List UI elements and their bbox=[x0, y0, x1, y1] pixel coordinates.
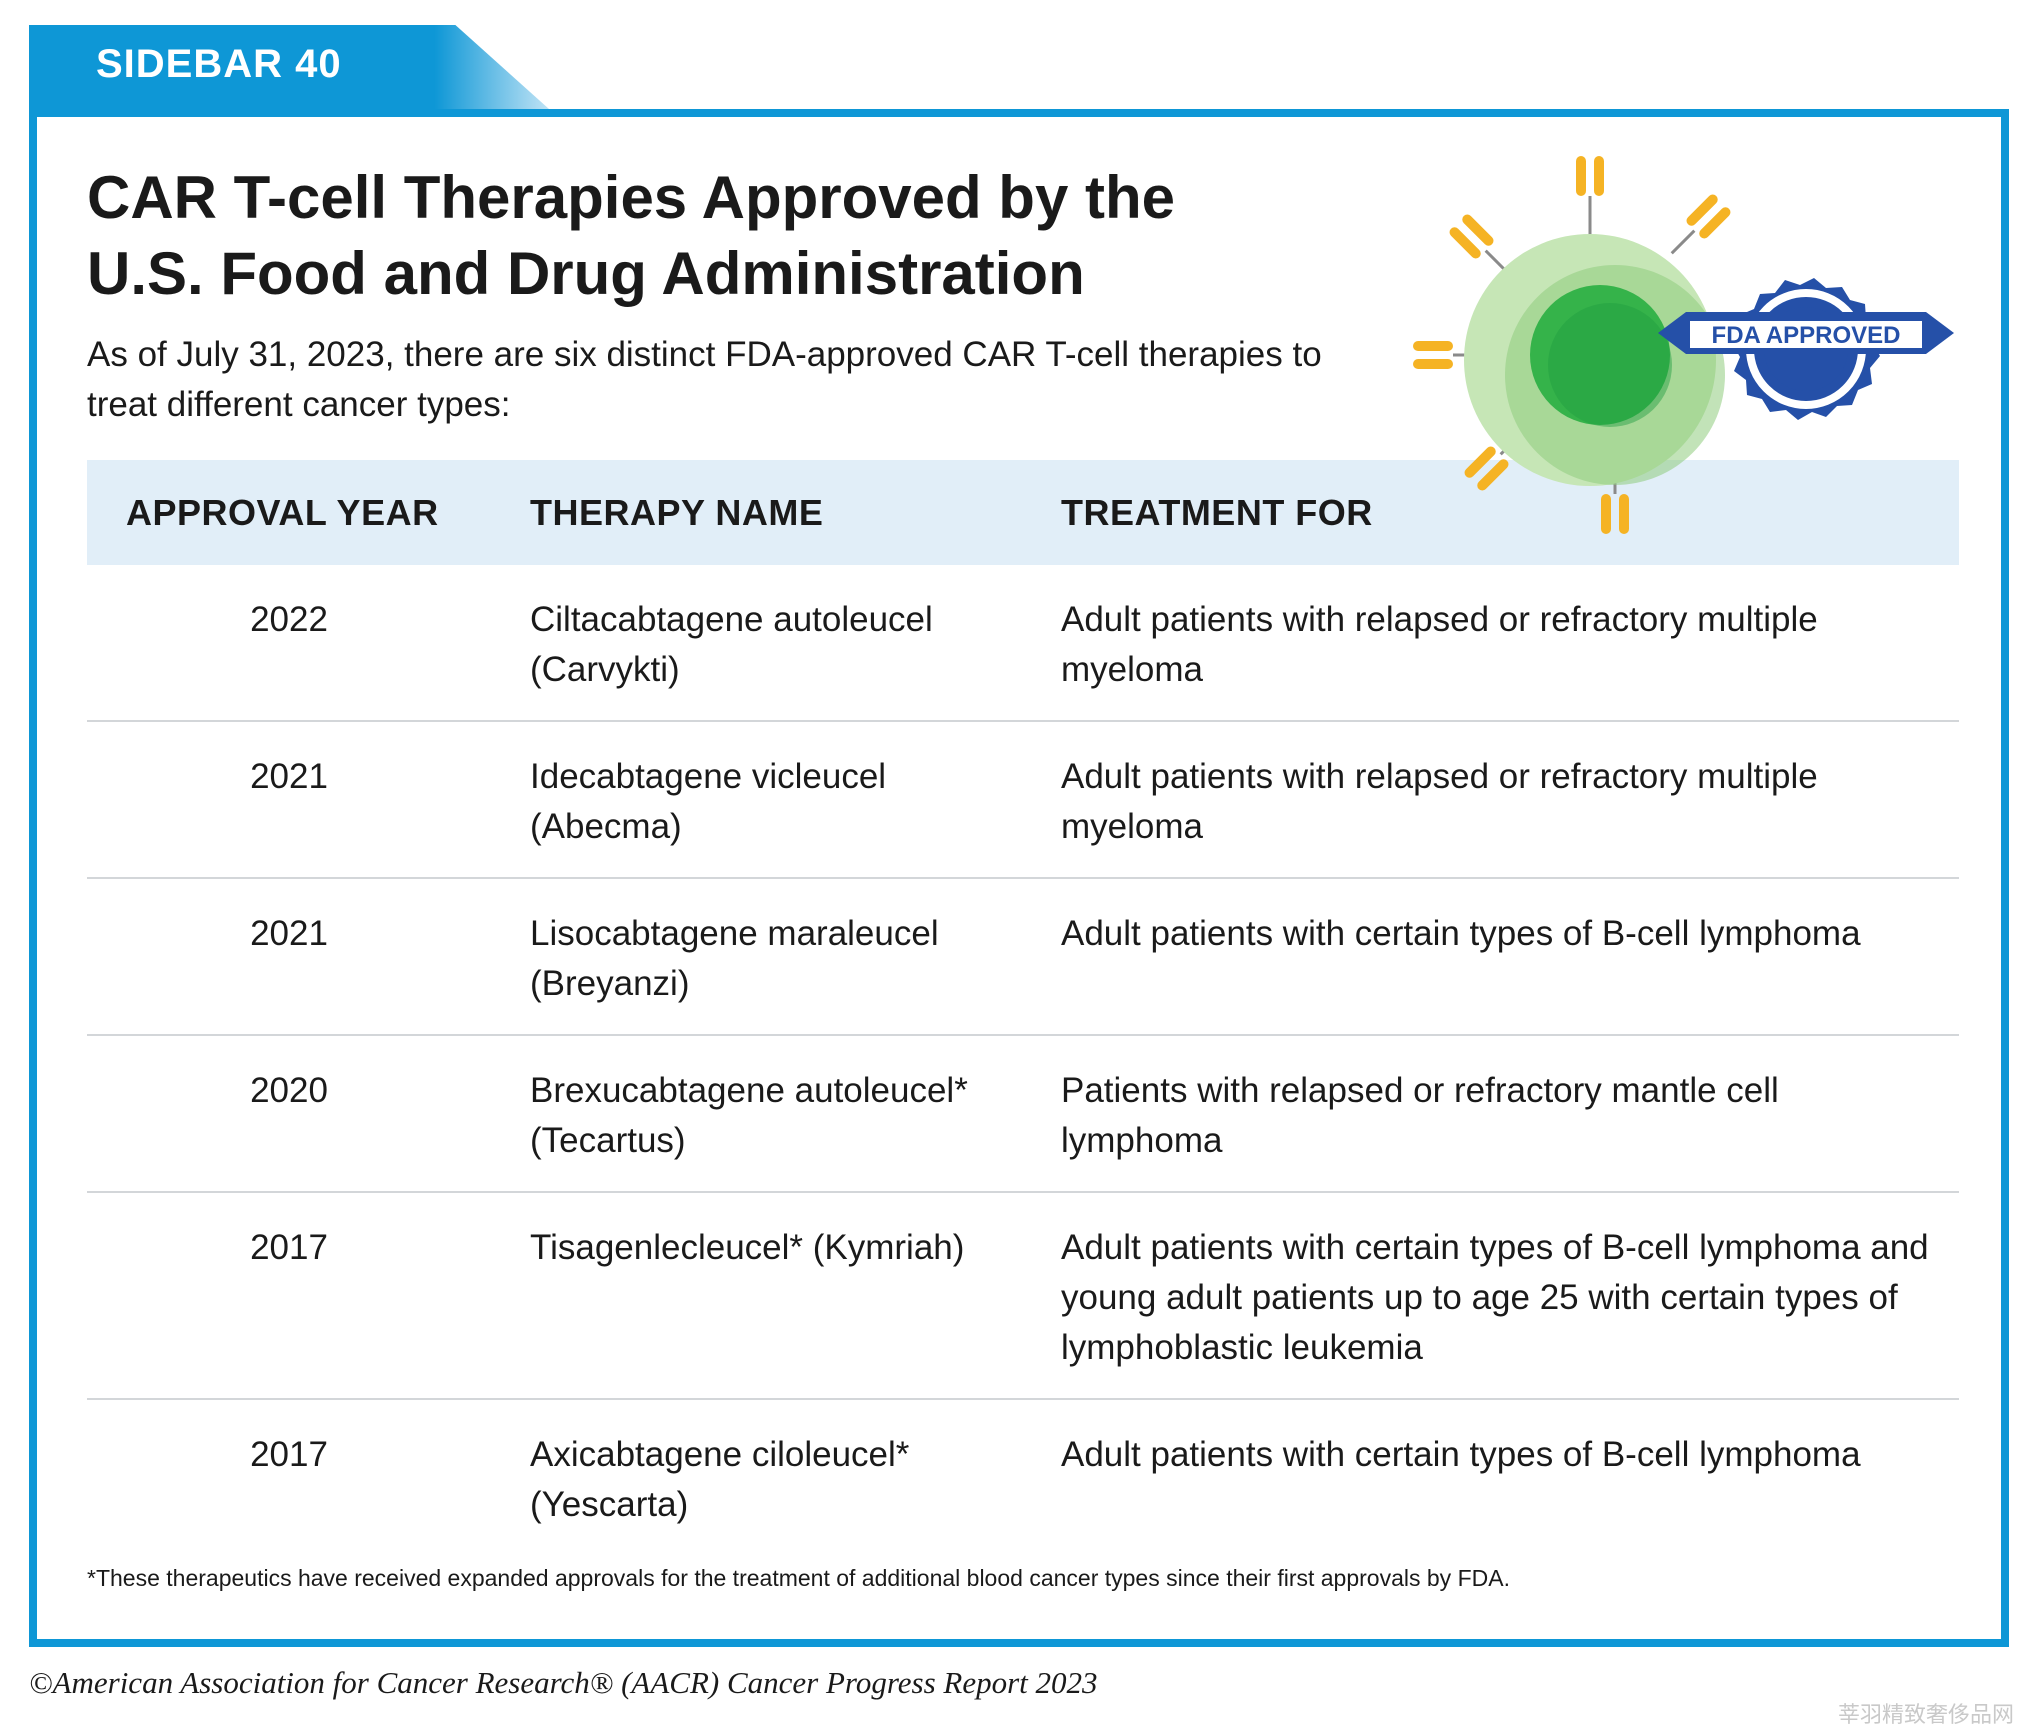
watermark: 莘羽精致奢侈品网 bbox=[1838, 1702, 2015, 1727]
badge-text: FDA APPROVED bbox=[1712, 322, 1901, 349]
treatment-cell: Patients with relapsed or refractory man… bbox=[1061, 1071, 1779, 1160]
therapy-name-cell: Lisocabtagene maraleucel (Breyanzi) bbox=[530, 914, 939, 1003]
title-line-2: U.S. Food and Drug Administration bbox=[87, 240, 1085, 307]
table-row: 2020 Brexucabtagene autoleucel* (Tecartu… bbox=[87, 1036, 1959, 1193]
table-row: 2021 Idecabtagene vicleucel (Abecma) Adu… bbox=[87, 722, 1959, 879]
table-row: 2022 Ciltacabtagene autoleucel (Carvykti… bbox=[87, 565, 1959, 722]
header-approval-year: APPROVAL YEAR bbox=[126, 492, 439, 533]
page-title: CAR T-cell Therapies Approved by the U.S… bbox=[87, 160, 1387, 312]
header-treatment-for: TREATMENT FOR bbox=[1061, 492, 1373, 533]
car-t-cell-illustration: FDA APPROVED bbox=[1413, 156, 1954, 534]
treatment-cell: Adult patients with certain types of B-c… bbox=[1061, 1228, 1929, 1367]
treatment-cell: Adult patients with certain types of B-c… bbox=[1061, 914, 1861, 953]
year-cell: 2017 bbox=[250, 1435, 328, 1474]
receptor-icon bbox=[1670, 194, 1731, 255]
year-cell: 2022 bbox=[250, 600, 328, 639]
header-therapy-name: THERAPY NAME bbox=[530, 492, 824, 533]
sidebar-label: SIDEBAR 40 bbox=[96, 42, 342, 86]
t-cell-nucleus-shade bbox=[1548, 303, 1672, 427]
therapy-name-cell: Brexucabtagene autoleucel* (Tecartus) bbox=[530, 1071, 968, 1160]
row-divider bbox=[87, 1191, 1959, 1193]
row-divider bbox=[87, 877, 1959, 879]
year-cell: 2021 bbox=[250, 914, 328, 953]
row-divider bbox=[87, 720, 1959, 722]
therapy-name-cell: Tisagenlecleucel* (Kymriah) bbox=[530, 1228, 965, 1267]
sidebar-tab bbox=[29, 25, 549, 109]
row-divider bbox=[87, 1398, 1959, 1400]
therapy-name-cell: Ciltacabtagene autoleucel (Carvykti) bbox=[530, 600, 933, 689]
year-cell: 2020 bbox=[250, 1071, 328, 1110]
footnote: *These therapeutics have received expand… bbox=[87, 1565, 1510, 1591]
t-cell-nucleus bbox=[1530, 285, 1670, 425]
treatment-cell: Adult patients with certain types of B-c… bbox=[1061, 1435, 1861, 1474]
treatment-cell: Adult patients with relapsed or refracto… bbox=[1061, 757, 1818, 846]
receptor-icons bbox=[1413, 156, 1731, 534]
treatment-cell: Adult patients with relapsed or refracto… bbox=[1061, 600, 1818, 689]
table-row: 2017 Tisagenlecleucel* (Kymriah) Adult p… bbox=[87, 1193, 1959, 1400]
row-divider bbox=[87, 1034, 1959, 1036]
year-cell: 2021 bbox=[250, 757, 328, 796]
receptor-icon bbox=[1576, 156, 1604, 236]
table-row: 2021 Lisocabtagene maraleucel (Breyanzi)… bbox=[87, 879, 1959, 1036]
table-row: 2017 Axicabtagene ciloleucel* (Yescarta)… bbox=[87, 1400, 1959, 1550]
fda-approved-badge: FDA APPROVED bbox=[1658, 278, 1954, 420]
therapy-name-cell: Idecabtagene vicleucel (Abecma) bbox=[530, 757, 887, 846]
year-cell: 2017 bbox=[250, 1228, 328, 1267]
copyright-notice: ©American Association for Cancer Researc… bbox=[29, 1665, 1098, 1700]
intro-text: As of July 31, 2023, there are six disti… bbox=[87, 335, 1322, 424]
therapy-name-cell: Axicabtagene ciloleucel* (Yescarta) bbox=[530, 1435, 910, 1524]
title-line-1: CAR T-cell Therapies Approved by the bbox=[87, 164, 1175, 231]
